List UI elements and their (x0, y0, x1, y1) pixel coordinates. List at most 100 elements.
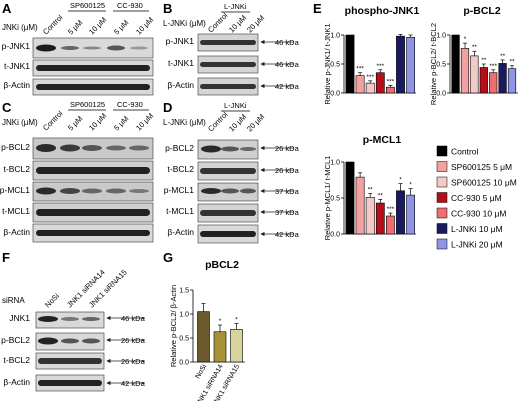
y-tick-label: 1.0 (179, 312, 189, 319)
a-band (36, 84, 150, 90)
f-band (82, 338, 100, 344)
f-band (61, 338, 79, 344)
b-lane-20: 20 μM (245, 13, 266, 34)
c-row-label-tmcl1: t-MCL1 (2, 206, 30, 216)
legend-label: Control (451, 147, 479, 157)
y-tick-label: 1.0 (330, 160, 340, 167)
f-band (38, 380, 102, 386)
d-row-label-actin: β-Actin (167, 227, 194, 237)
bar-2 (213, 331, 227, 363)
y-tick-label: 0.0 (330, 232, 340, 239)
c-band (82, 188, 102, 194)
legend-swatch (436, 238, 448, 250)
d-kda-tmcl1: 37 kDa (275, 208, 300, 217)
b-kda-pjnk1: 46 kDa (275, 38, 300, 47)
d-band (221, 188, 239, 194)
d-band (221, 146, 239, 152)
bar-2 (460, 48, 470, 94)
bar-1 (345, 34, 355, 94)
legend-item: L-JNKi 10 μM (436, 223, 503, 234)
d-kda-tbcl2: 26 kDa (275, 166, 300, 175)
b-lane-10: 10 μM (227, 13, 248, 34)
chart-title: p-BCL2 (463, 5, 500, 17)
d-kda-pbcl2: 26 kDa (275, 144, 300, 153)
significance-label: *** (366, 74, 374, 81)
f-row-label-tbcl2: t-BCL2 (4, 355, 31, 365)
d-band (201, 145, 221, 153)
d-kda-pmcl1: 37 kDa (275, 187, 300, 196)
c-lane-cc5: 5 μM (112, 114, 130, 132)
bar-4 (375, 72, 385, 94)
chart-title: phospho-JNK1 (345, 5, 420, 17)
d-lane-10: 10 μM (227, 112, 248, 133)
y-tick-label: 0.5 (330, 62, 340, 69)
b-row-label-actin: β-Actin (167, 80, 194, 90)
c-band (60, 144, 80, 152)
y-axis-label: Relative p-BCL2/ β-Actin (169, 285, 178, 367)
legend-label: L-JNKi 10 μM (451, 224, 503, 234)
bar-5 (385, 86, 395, 94)
a-row-label-actin: β-Actin (3, 80, 30, 90)
y-tick-label: 0.5 (436, 62, 446, 69)
b-group-label: L-JNKi (224, 2, 247, 11)
legend-swatch (436, 176, 448, 188)
c-band (106, 188, 126, 194)
legend-label: CC-930 10 μM (451, 209, 506, 219)
c-row-label-pbcl2: p-BCL2 (1, 142, 30, 152)
chart-title: pBCL2 (205, 259, 239, 271)
panel-letter-c: C (2, 100, 12, 115)
f-row-label-actin: β-Actin (3, 377, 30, 387)
a-lane-cc5: 5 μM (112, 18, 130, 36)
bar-1 (345, 161, 355, 235)
c-conc-label: JNKi (μM) (2, 118, 38, 127)
b-band (200, 40, 256, 45)
bar-3 (470, 55, 479, 94)
b-kda-actin: 42 kDa (275, 82, 300, 91)
c-band (82, 145, 102, 151)
b-kda-tjnk1: 46 kDa (275, 60, 300, 69)
significance-label: ** (481, 57, 487, 64)
a-conc-label: JNKi (μM) (2, 23, 38, 32)
legend-item: CC-930 5 μM (436, 192, 502, 203)
a-band (36, 44, 56, 52)
d-band (201, 188, 221, 194)
c-group-label-cc930: CC-930 (117, 100, 143, 109)
c-band (129, 189, 149, 193)
legend-item: CC-930 10 μM (436, 207, 506, 219)
d-row-label-pbcl2: p-BCL2 (165, 143, 194, 153)
significance-label: *** (489, 63, 497, 70)
bar-2 (355, 176, 365, 235)
bar-2 (355, 75, 365, 94)
legend-swatch (436, 161, 448, 172)
c-lane-sp5: 5 μM (66, 114, 84, 132)
legend-swatch (436, 192, 448, 203)
legend-label: SP600125 10 μM (451, 178, 517, 188)
legend-swatch (436, 145, 448, 157)
f-lane-nosi: NoSi (43, 291, 61, 309)
significance-label: *** (387, 78, 395, 85)
f-kda-tbcl2: 26 kDa (121, 357, 146, 366)
bar-6 (498, 63, 507, 94)
d-lane-20: 20 μM (245, 112, 266, 133)
f-band (61, 317, 79, 321)
significance-label: ** (378, 192, 384, 199)
d-row-label-tmcl1: t-MCL1 (166, 206, 194, 216)
a-band (130, 46, 148, 50)
legend-item: L-JNKi 20 μM (436, 238, 503, 250)
d-row-label-tbcl2: t-BCL2 (168, 164, 195, 174)
f-kda-jnk1: 46 kDa (121, 314, 146, 323)
a-lane-cc10: 10 μM (134, 15, 155, 36)
bar-1 (451, 34, 460, 94)
y-axis-label: Relative p-MCL1/ t-MCL1 (323, 156, 332, 241)
x-tick-label: NoSi (195, 363, 209, 380)
d-band (200, 168, 256, 174)
significance-label: *** (387, 206, 395, 213)
y-tick-label: 0.0 (436, 91, 446, 98)
c-band (36, 209, 150, 216)
legend-label: CC-930 5 μM (451, 193, 502, 203)
legend-item: SP600125 5 μM (436, 161, 512, 172)
f-row-label-jnk1: JNK1 (9, 313, 30, 323)
a-lane-sp5: 5 μM (66, 18, 84, 36)
a-row-label-tjnk1: t-JNK1 (4, 61, 30, 71)
